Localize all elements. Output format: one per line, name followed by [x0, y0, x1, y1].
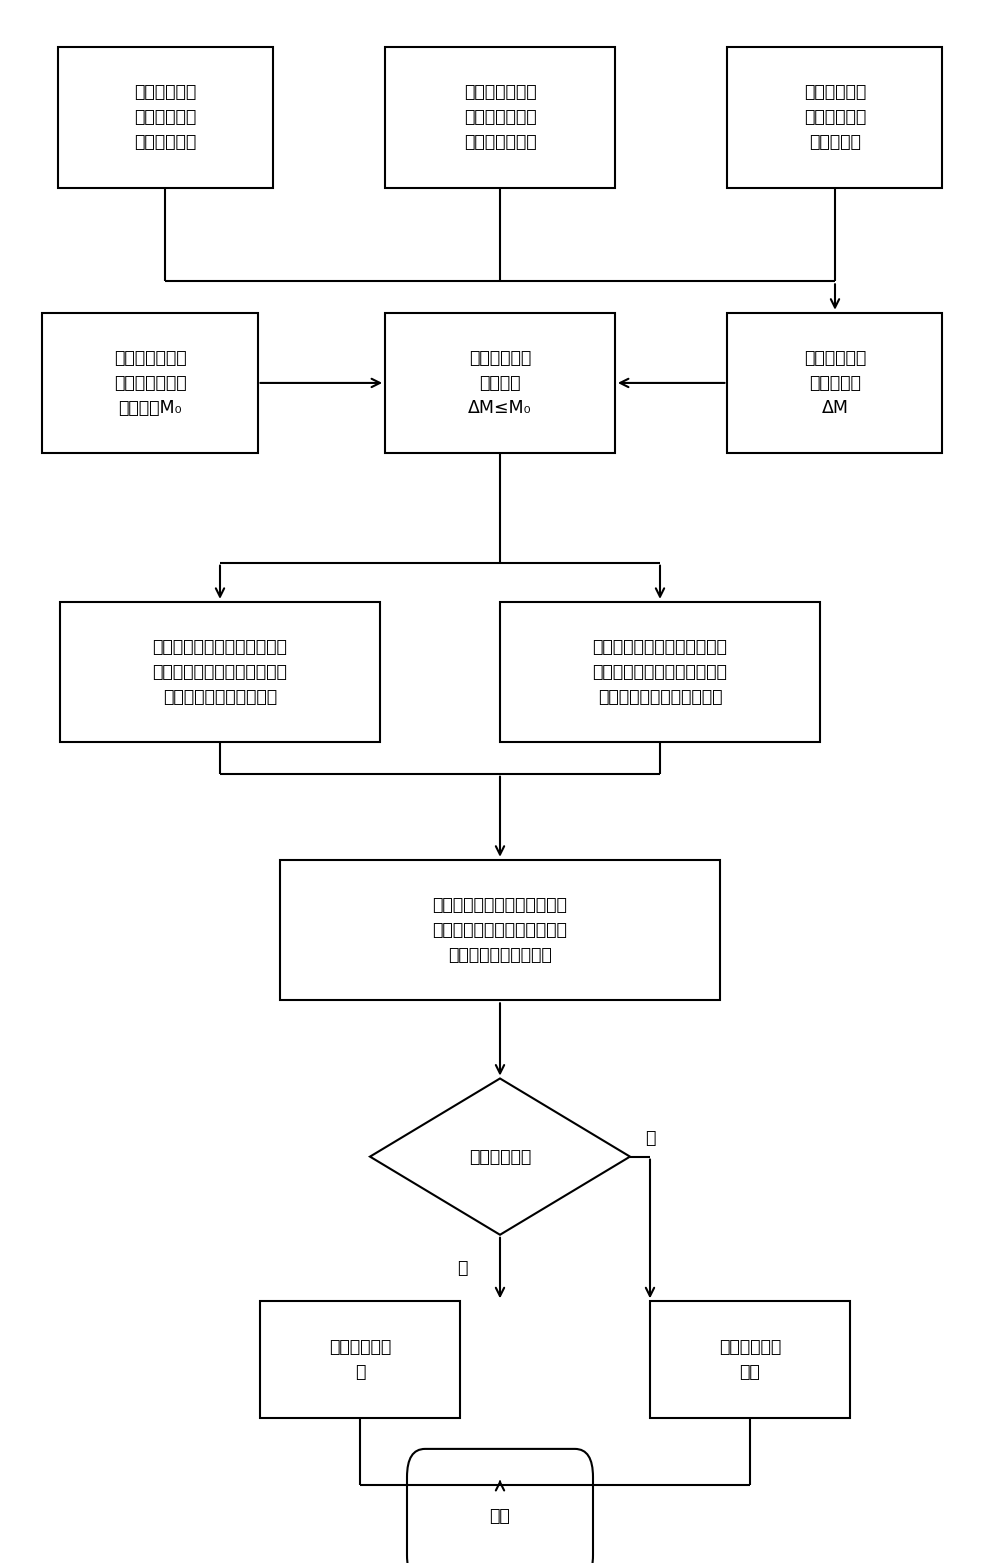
Text: 结束: 结束: [490, 1507, 510, 1525]
FancyBboxPatch shape: [727, 313, 942, 453]
FancyBboxPatch shape: [260, 1300, 460, 1419]
FancyBboxPatch shape: [407, 1449, 593, 1563]
Text: 获得倾角调整
量与推进剂消
耗量的关系: 获得倾角调整 量与推进剂消 耗量的关系: [804, 83, 866, 152]
Text: 卫星不能成功
入轨: 卫星不能成功 入轨: [719, 1338, 781, 1382]
Text: 否: 否: [645, 1128, 655, 1147]
FancyBboxPatch shape: [60, 602, 380, 742]
FancyBboxPatch shape: [58, 47, 272, 188]
Text: 是: 是: [458, 1258, 468, 1277]
Text: 卫星能成功入
轨: 卫星能成功入 轨: [329, 1338, 391, 1382]
Text: 满足判断公式: 满足判断公式: [469, 1147, 531, 1166]
FancyBboxPatch shape: [385, 313, 615, 453]
FancyBboxPatch shape: [280, 860, 720, 1000]
Polygon shape: [370, 1078, 630, 1235]
FancyBboxPatch shape: [42, 313, 258, 453]
Text: 得到包含半长轴调整量、偏心
率调整量与倾角调整量的低轨
近圆轨道入轨成功判断公式: 得到包含半长轴调整量、偏心 率调整量与倾角调整量的低轨 近圆轨道入轨成功判断公式: [593, 638, 727, 706]
FancyBboxPatch shape: [500, 602, 820, 742]
Text: 获得半长轴调
整量与推进剂
消耗量的关系: 获得半长轴调 整量与推进剂 消耗量的关系: [134, 83, 196, 152]
FancyBboxPatch shape: [650, 1300, 850, 1419]
FancyBboxPatch shape: [385, 47, 615, 188]
Text: 获得偏心率调整
量与等效成半长
轴调整量的关系: 获得偏心率调整 量与等效成半长 轴调整量的关系: [464, 83, 536, 152]
Text: 卫星成功入轨
判定公式
ΔM≤M₀: 卫星成功入轨 判定公式 ΔM≤M₀: [468, 349, 532, 417]
Text: 得到包含远地点、近地点、偏
心率与倾角调整量的低轨近圆
轨道入轨成功判断公式: 得到包含远地点、近地点、偏 心率与倾角调整量的低轨近圆 轨道入轨成功判断公式: [433, 896, 567, 964]
Text: 获得卫星变轨所
能提供的总推进
剂消耗量M₀: 获得卫星变轨所 能提供的总推进 剂消耗量M₀: [114, 349, 186, 417]
FancyBboxPatch shape: [727, 47, 942, 188]
Text: 初轨调整所需
的总推进剂
ΔM: 初轨调整所需 的总推进剂 ΔM: [804, 349, 866, 417]
Text: 得到低轨椭圆轨道近地点变轨
与远地点变轨能力与等效圆轨
道半长轴变轨能力的关系: 得到低轨椭圆轨道近地点变轨 与远地点变轨能力与等效圆轨 道半长轴变轨能力的关系: [153, 638, 287, 706]
